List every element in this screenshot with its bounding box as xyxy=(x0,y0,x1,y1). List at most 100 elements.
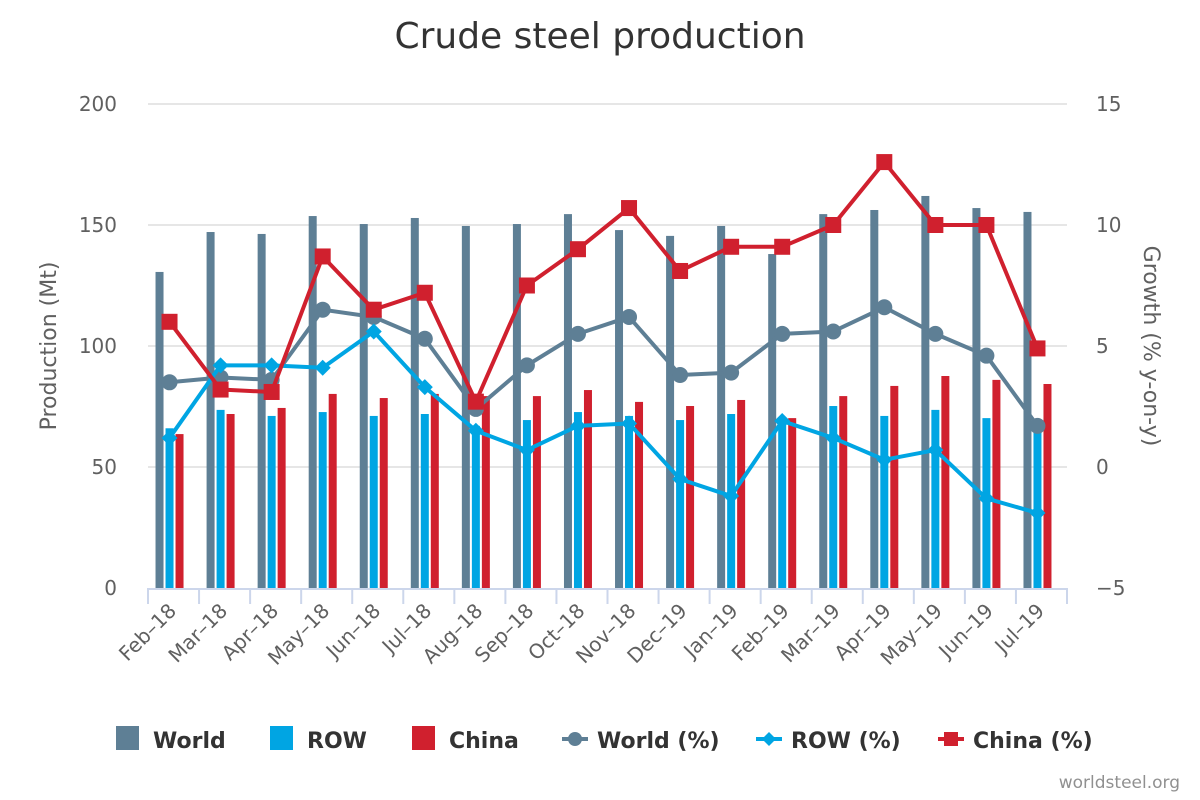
bar-world-13 xyxy=(819,214,828,589)
legend-circle-icon xyxy=(568,732,582,746)
bar-world-16 xyxy=(972,208,981,588)
bar-world-5 xyxy=(410,217,419,588)
marker-row-3 xyxy=(314,359,331,376)
bar-world-8 xyxy=(563,214,572,589)
bar-row-10 xyxy=(676,420,685,588)
bars xyxy=(155,195,1052,589)
bar-world-17 xyxy=(1023,211,1032,588)
marker-china-16 xyxy=(978,217,995,233)
bar-row-0 xyxy=(165,428,174,588)
legend-label: World (%) xyxy=(597,729,720,754)
bar-world-15 xyxy=(921,195,930,588)
legend-item-world[interactable]: World xyxy=(116,726,226,754)
marker-china-11 xyxy=(723,238,740,255)
bar-row-12 xyxy=(778,420,787,588)
y-tick-label-left: 200 xyxy=(79,92,117,116)
bar-row-14 xyxy=(880,415,889,588)
x-tick-label: Jul–19 xyxy=(988,599,1049,660)
marker-row-10 xyxy=(672,471,689,488)
bar-world-2 xyxy=(257,233,266,589)
bar-china-14 xyxy=(890,385,899,588)
legend-item-world[interactable]: World (%) xyxy=(562,729,720,754)
marker-world-9 xyxy=(621,308,638,325)
legend-label: China (%) xyxy=(973,729,1093,754)
bar-china-12 xyxy=(788,418,797,588)
marker-world-14 xyxy=(876,299,893,316)
x-tick-label: Jun–19 xyxy=(932,599,998,665)
bar-china-0 xyxy=(175,434,184,588)
bar-world-0 xyxy=(155,271,164,588)
y-tick-label-right: 15 xyxy=(1096,92,1121,116)
y-tick-label-left: 0 xyxy=(104,576,117,600)
bar-row-4 xyxy=(369,415,378,588)
lines xyxy=(161,154,1046,521)
legend-item-china[interactable]: China xyxy=(412,726,519,754)
marker-china-5 xyxy=(416,284,433,301)
y-axis-right: −5 0 5 10 15 xyxy=(1096,92,1125,600)
bar-china-2 xyxy=(277,407,286,588)
bar-row-2 xyxy=(267,415,276,588)
line-world xyxy=(169,305,1040,428)
legend-label: World xyxy=(153,729,226,754)
marker-china-10 xyxy=(672,262,689,279)
legend-item-row[interactable]: ROW xyxy=(270,726,367,754)
marker-china-1 xyxy=(212,381,229,398)
marker-china-7 xyxy=(518,277,535,294)
marker-china-17 xyxy=(1029,340,1046,357)
bar-row-13 xyxy=(829,406,838,588)
marker-world-16 xyxy=(978,347,995,364)
legend-item-row[interactable]: ROW (%) xyxy=(756,729,901,754)
marker-china-2 xyxy=(263,383,280,400)
bar-china-3 xyxy=(328,393,337,588)
bar-row-1 xyxy=(216,409,225,588)
legend-label: China xyxy=(449,729,519,754)
marker-row-11 xyxy=(723,488,740,505)
marker-world-7 xyxy=(518,357,535,374)
bar-row-15 xyxy=(931,409,940,588)
bar-world-14 xyxy=(870,209,879,588)
marker-world-13 xyxy=(825,323,842,340)
legend-swatch-icon xyxy=(412,726,435,750)
bar-china-4 xyxy=(379,398,388,588)
legend-swatch-icon xyxy=(116,726,139,750)
y-axis-left-title: Production (Mt) xyxy=(37,262,62,431)
bar-world-12 xyxy=(768,254,777,589)
legend-diamond-icon xyxy=(762,732,776,746)
marker-row-1 xyxy=(212,357,229,374)
bar-row-8 xyxy=(573,412,582,588)
bar-china-13 xyxy=(839,396,848,588)
marker-row-15 xyxy=(927,442,944,459)
marker-china-9 xyxy=(621,200,638,217)
marker-row-4 xyxy=(365,323,382,340)
marker-row-14 xyxy=(876,451,893,468)
y-tick-label-right: 10 xyxy=(1096,213,1121,237)
x-tick-label: Jun–18 xyxy=(320,599,386,665)
bar-world-7 xyxy=(512,224,521,589)
bar-china-16 xyxy=(992,379,1001,588)
bar-china-10 xyxy=(686,406,695,588)
credit-link[interactable]: worldsteel.org xyxy=(1059,773,1180,793)
y-tick-label-right: −5 xyxy=(1096,576,1125,600)
bar-world-11 xyxy=(717,225,726,588)
marker-row-0 xyxy=(161,429,178,446)
marker-world-5 xyxy=(416,330,433,347)
bar-row-5 xyxy=(420,414,429,588)
y-tick-label-left: 100 xyxy=(79,334,117,358)
bar-china-7 xyxy=(532,396,541,588)
marker-china-14 xyxy=(876,154,893,171)
bar-row-9 xyxy=(625,415,634,588)
bar-china-15 xyxy=(941,376,950,588)
y-tick-label-left: 150 xyxy=(79,213,117,237)
marker-china-4 xyxy=(365,301,382,318)
bar-china-6 xyxy=(481,396,490,588)
marker-world-17 xyxy=(1029,417,1046,434)
y-tick-label-right: 5 xyxy=(1096,334,1109,358)
marker-row-17 xyxy=(1029,504,1046,521)
marker-row-7 xyxy=(518,442,535,459)
legend-item-china[interactable]: China (%) xyxy=(938,729,1093,754)
legend-swatch-icon xyxy=(270,726,293,750)
legend: World ROW China World (%) ROW (%) China (%) xyxy=(116,726,1093,754)
bar-row-3 xyxy=(318,412,327,588)
marker-row-16 xyxy=(978,490,995,507)
